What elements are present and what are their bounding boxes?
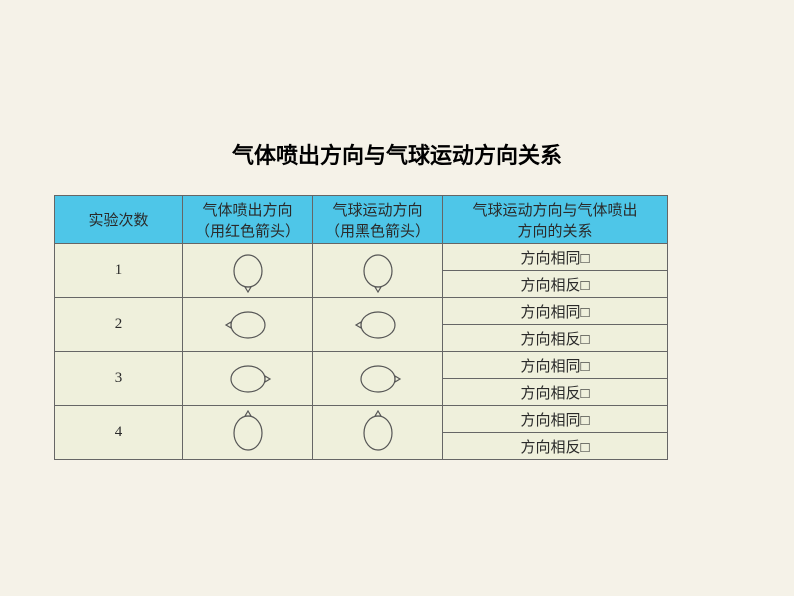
balloon-icon xyxy=(313,248,442,294)
cell-experiment-no: 2 xyxy=(55,298,183,352)
balloon-icon xyxy=(183,248,312,294)
cell-option-same: 方向相同□ xyxy=(443,298,668,325)
cell-option-opposite: 方向相反□ xyxy=(443,271,668,298)
table-header-row: 实验次数 气体喷出方向（用红色箭头） 气球运动方向（用黑色箭头） 气球运动方向与… xyxy=(55,196,668,244)
col-header-motion-dir: 气球运动方向（用黑色箭头） xyxy=(313,196,443,244)
cell-motion-balloon xyxy=(313,298,443,352)
balloon-icon xyxy=(183,359,312,399)
balloon-icon xyxy=(183,305,312,345)
cell-motion-balloon xyxy=(313,352,443,406)
balloon-icon xyxy=(313,409,442,457)
table-row: 1 方向相同□ xyxy=(55,244,668,271)
cell-experiment-no: 3 xyxy=(55,352,183,406)
cell-option-same: 方向相同□ xyxy=(443,406,668,433)
table-row: 2 方向相同□ xyxy=(55,298,668,325)
page-title: 气体喷出方向与气球运动方向关系 xyxy=(0,138,794,170)
balloon-icon xyxy=(183,409,312,457)
cell-motion-balloon xyxy=(313,244,443,298)
cell-eject-balloon xyxy=(183,406,313,460)
cell-motion-balloon xyxy=(313,406,443,460)
cell-option-opposite: 方向相反□ xyxy=(443,325,668,352)
cell-option-same: 方向相同□ xyxy=(443,244,668,271)
col-header-eject-dir: 气体喷出方向（用红色箭头） xyxy=(183,196,313,244)
cell-experiment-no: 1 xyxy=(55,244,183,298)
balloon-icon xyxy=(313,359,442,399)
col-header-relation: 气球运动方向与气体喷出方向的关系 xyxy=(443,196,668,244)
table-row: 3 方向相同□ xyxy=(55,352,668,379)
cell-option-same: 方向相同□ xyxy=(443,352,668,379)
table-row: 4 方向相同□ xyxy=(55,406,668,433)
cell-eject-balloon xyxy=(183,298,313,352)
cell-option-opposite: 方向相反□ xyxy=(443,433,668,460)
cell-option-opposite: 方向相反□ xyxy=(443,379,668,406)
cell-eject-balloon xyxy=(183,244,313,298)
cell-eject-balloon xyxy=(183,352,313,406)
col-header-experiment-no: 实验次数 xyxy=(55,196,183,244)
balloon-icon xyxy=(313,305,442,345)
relation-table: 实验次数 气体喷出方向（用红色箭头） 气球运动方向（用黑色箭头） 气球运动方向与… xyxy=(54,195,668,460)
cell-experiment-no: 4 xyxy=(55,406,183,460)
